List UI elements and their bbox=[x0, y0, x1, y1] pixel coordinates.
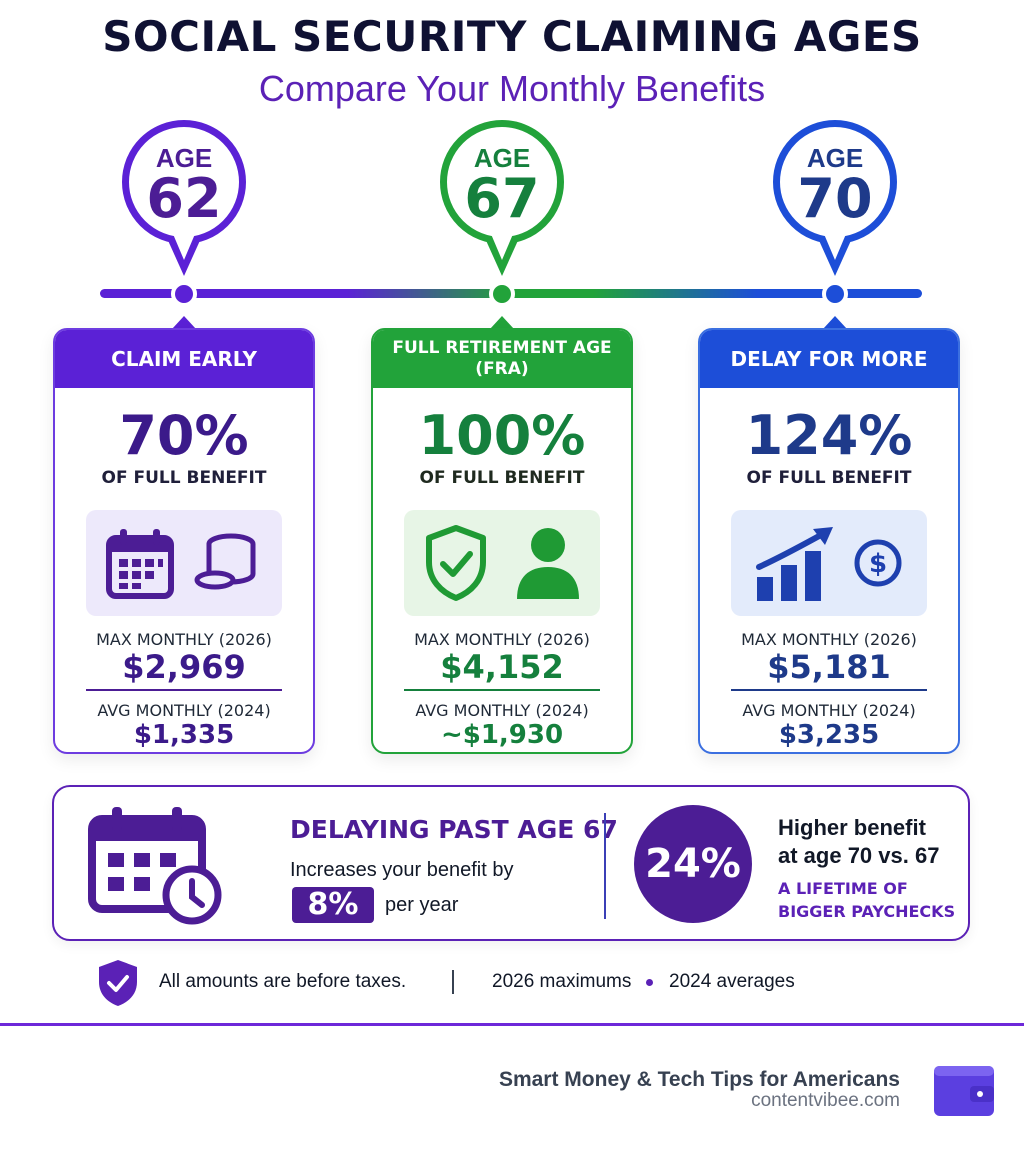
calendar-icon bbox=[106, 529, 174, 599]
card-67-max-value: $4,152 bbox=[440, 648, 564, 686]
card-age-67: FULL RETIREMENT AGE (FRA) 100% OF FULL B… bbox=[371, 328, 633, 754]
banner-rate-suffix: per year bbox=[385, 894, 459, 916]
age-62-pin-label: AGE bbox=[155, 143, 213, 173]
card-70-avg-label: AVG MONTHLY (2024) bbox=[742, 701, 916, 720]
card-62-percent-label: OF FULL BENEFIT bbox=[101, 468, 267, 488]
age-67-pin-tail-inner bbox=[491, 234, 513, 260]
footnote-taxes: All amounts are before taxes. bbox=[159, 971, 407, 992]
card-62-max-value: $2,969 bbox=[122, 648, 246, 686]
footer-divider bbox=[0, 1023, 1024, 1026]
age-67-pin-number: 67 bbox=[464, 167, 540, 230]
svg-text:$: $ bbox=[869, 549, 887, 579]
delay-banner: DELAYING PAST AGE 67 Increases your bene… bbox=[52, 785, 970, 941]
card-62-title: CLAIM EARLY bbox=[55, 330, 313, 388]
coins-icon bbox=[194, 533, 256, 590]
card-62-avg-label: AVG MONTHLY (2024) bbox=[97, 701, 271, 720]
card-70-notch bbox=[823, 316, 847, 329]
card-70-percent: 124% bbox=[745, 404, 913, 467]
card-age-70: DELAY FOR MORE 124% OF FULL BENEFIT $ MA… bbox=[698, 328, 960, 754]
banner-right-line1: Higher benefit bbox=[778, 815, 926, 840]
card-70-avg-value: $3,235 bbox=[778, 720, 880, 750]
age-67-timeline-dot bbox=[489, 281, 515, 307]
card-70-max-label: MAX MONTHLY (2026) bbox=[741, 630, 917, 649]
age-67-pin: AGE 67 bbox=[440, 120, 564, 244]
age-70-pin-number: 70 bbox=[797, 167, 873, 230]
age-70-timeline-dot bbox=[822, 281, 848, 307]
shield-check-icon bbox=[99, 960, 137, 1006]
card-70-title: DELAY FOR MORE bbox=[700, 330, 958, 388]
card-70-icon-box: $ bbox=[731, 510, 927, 616]
dollar-coin-icon: $ bbox=[854, 539, 902, 587]
banner-divider bbox=[604, 813, 606, 919]
age-70-pin: AGE 70 bbox=[773, 120, 897, 244]
card-70-max-value: $5,181 bbox=[767, 648, 891, 686]
card-67-notch bbox=[490, 316, 514, 329]
banner-rate-badge: 8% bbox=[292, 887, 374, 923]
footnote-maximums: 2026 maximums bbox=[492, 971, 632, 992]
banner-heading: DELAYING PAST AGE 67 bbox=[290, 815, 618, 844]
banner-right-line2: at age 70 vs. 67 bbox=[778, 843, 940, 868]
growth-chart-icon bbox=[756, 527, 833, 601]
card-67-avg-value: ~$1,930 bbox=[440, 720, 564, 750]
wallet-icon bbox=[934, 1066, 994, 1116]
card-67-avg-label: AVG MONTHLY (2024) bbox=[415, 701, 589, 720]
card-67-title: FULL RETIREMENT AGE (FRA) bbox=[373, 330, 631, 388]
banner-big-percent: 24% bbox=[634, 805, 752, 923]
brand-tagline: Smart Money & Tech Tips for Americans bbox=[498, 1068, 900, 1091]
card-70-percent-label: OF FULL BENEFIT bbox=[746, 468, 912, 488]
age-62-pin-number: 62 bbox=[146, 167, 222, 230]
card-67-percent-label: OF FULL BENEFIT bbox=[419, 468, 585, 488]
card-age-62: CLAIM EARLY 70% OF FULL BENEFIT MAX MONT bbox=[53, 328, 315, 754]
card-62-avg-value: $1,335 bbox=[133, 720, 235, 750]
calendar-clock-icon bbox=[88, 807, 222, 925]
card-67-percent: 100% bbox=[418, 404, 586, 467]
footnote-bullet bbox=[646, 979, 653, 986]
card-62-percent: 70% bbox=[119, 404, 249, 467]
person-icon bbox=[517, 528, 579, 599]
age-62-timeline-dot bbox=[171, 281, 197, 307]
card-62-divider bbox=[86, 689, 282, 691]
card-62-notch bbox=[172, 316, 196, 329]
age-70-pin-tail-inner bbox=[824, 234, 846, 260]
card-62-icon-box bbox=[86, 510, 282, 616]
footnote-averages: 2024 averages bbox=[669, 971, 795, 992]
card-62-max-label: MAX MONTHLY (2026) bbox=[96, 630, 272, 649]
footnote-separator bbox=[452, 970, 454, 994]
age-62-pin-tail-inner bbox=[173, 234, 195, 260]
shield-check-icon bbox=[426, 525, 486, 601]
age-67-pin-label: AGE bbox=[473, 143, 531, 173]
banner-tagline2: BIGGER PAYCHECKS bbox=[778, 902, 956, 921]
page-subtitle: Compare Your Monthly Benefits bbox=[258, 68, 766, 109]
brand-url[interactable]: contentvibee.com bbox=[751, 1090, 900, 1111]
card-67-max-label: MAX MONTHLY (2026) bbox=[414, 630, 590, 649]
age-62-pin: AGE 62 bbox=[122, 120, 246, 244]
card-70-divider bbox=[731, 689, 927, 691]
banner-tagline1: A LIFETIME OF bbox=[778, 879, 908, 898]
banner-text: Increases your benefit by bbox=[290, 859, 514, 881]
page-title: SOCIAL SECURITY CLAIMING AGES bbox=[102, 12, 922, 61]
card-67-icon-box bbox=[404, 510, 600, 616]
card-67-divider bbox=[404, 689, 600, 691]
age-70-pin-label: AGE bbox=[806, 143, 864, 173]
